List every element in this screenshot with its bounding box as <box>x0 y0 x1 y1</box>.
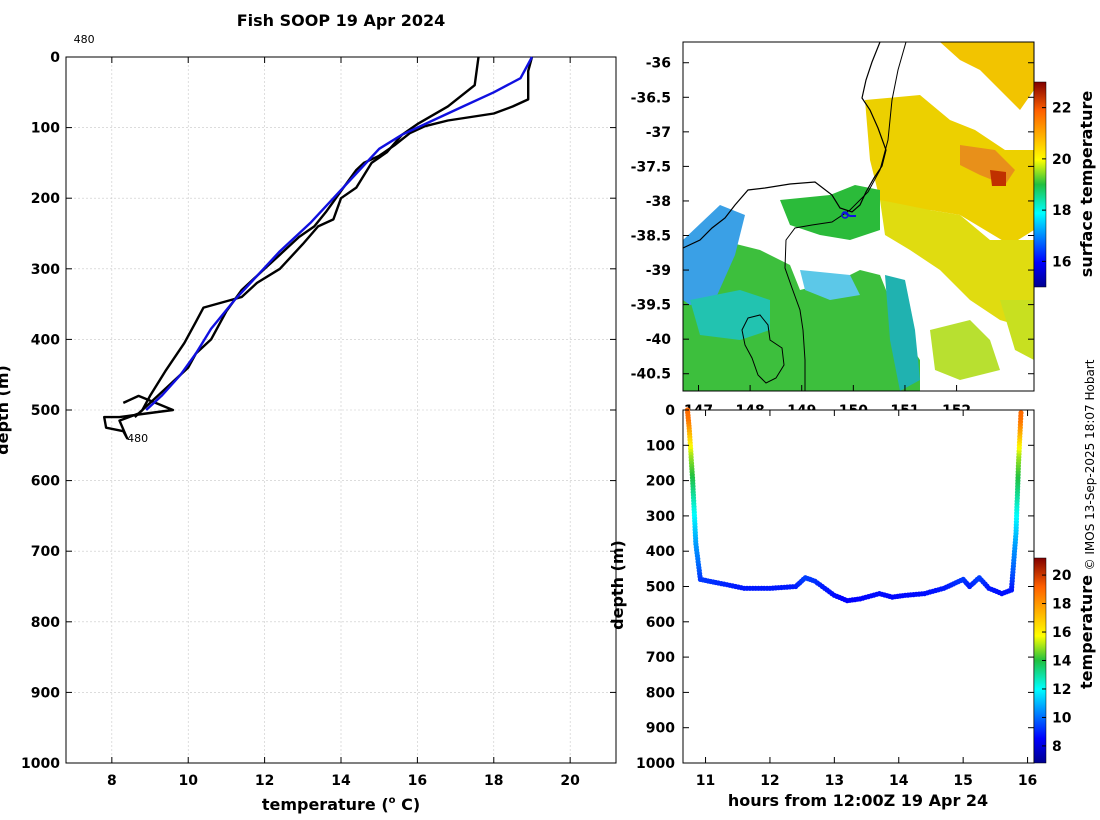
sst-map-panel: -36 -36.5 -37 -37.5 -38 -38.5 -39 -39.5 -40 -40.5… <box>631 41 1096 419</box>
temperature-colorbar-tick-label: 14 <box>1052 654 1072 670</box>
profile-ticks: 8 10 12 14 16 18 20010020030040050060070080090… <box>21 50 616 789</box>
sst-field <box>683 42 1034 391</box>
profile-series <box>103 56 534 440</box>
map-ytick-label: -36 <box>646 56 671 72</box>
map-ytick-label: -40.5 <box>631 367 671 383</box>
temperature-colorbar-tick-label: 18 <box>1052 597 1071 613</box>
profile-ytick-label: 200 <box>31 191 60 207</box>
profile-annotation-top: 480 <box>74 33 95 46</box>
sst-colorbar-tick-label: 18 <box>1052 203 1071 219</box>
depth-time-ytick-label: 300 <box>646 509 675 525</box>
depth-time-ytick-label: 500 <box>646 580 675 596</box>
profile-ytick-label: 0 <box>50 50 60 66</box>
map-ytick-label: -37 <box>646 125 671 141</box>
eez-boundary <box>784 42 907 391</box>
profile-panel: 8 10 12 14 16 18 20010020030040050060070080090… <box>0 33 617 814</box>
sst-colorbar-tick-label: 16 <box>1052 254 1071 270</box>
map-ytick-label: -39.5 <box>631 298 671 314</box>
sst-patch-south <box>683 240 920 391</box>
sst-patch-cool-west <box>683 205 745 305</box>
sst-colorbar-ticks: 16 18 20 22 <box>1042 101 1072 270</box>
profile-ytick-label: 800 <box>31 615 60 631</box>
map-ytick-label: -39 <box>646 263 671 279</box>
profile-xtick-label: 8 <box>107 773 117 789</box>
imos-credit: © IMOS 13-Sep-2025 18:07 Hobart <box>1083 359 1097 570</box>
profile-ytick-label: 1000 <box>21 756 60 772</box>
profile-ytick-label: 100 <box>31 121 60 137</box>
sst-colorbar-tick-label: 20 <box>1052 152 1072 168</box>
sst-colorbar <box>1033 81 1047 288</box>
sst-patch-north <box>940 42 1034 110</box>
depth-time-xtick-label: 15 <box>953 773 972 789</box>
figure-title: Fish SOOP 19 Apr 2024 <box>237 11 446 30</box>
depth-time-xlabel: hours from 12:00Z 19 Apr 24 <box>728 791 988 810</box>
sst-patch-lime <box>930 320 1000 380</box>
depth-time-ytick-label: 200 <box>646 474 675 490</box>
map-ytick-label: -38.5 <box>631 229 671 245</box>
depth-time-ytick-label: 100 <box>646 438 675 454</box>
sst-patch-east <box>880 200 1034 330</box>
depth-time-panel: 11 12 13 14 15 16 0 100 200 300 400 500 600 700 800 900… <box>608 403 1096 810</box>
sst-patch-cyan-2 <box>800 270 860 300</box>
profile-xtick-label: 12 <box>255 773 274 789</box>
temperature-colorbar-tick-label: 16 <box>1052 625 1071 641</box>
depth-time-xtick-label: 12 <box>760 773 779 789</box>
depth-time-ytick-label: 700 <box>646 650 675 666</box>
sst-patch-lime-2 <box>1000 300 1034 360</box>
depth-time-ytick-label: 0 <box>665 403 675 419</box>
ship-track-marker <box>841 211 849 219</box>
profile-series-line-1 <box>103 56 534 440</box>
profile-xtick-label: 20 <box>560 773 580 789</box>
depth-time-point <box>1018 410 1024 416</box>
map-ytick-label: -38 <box>646 194 671 210</box>
sst-patch-hot <box>990 170 1006 186</box>
profile-xtick-label: 16 <box>408 773 427 789</box>
depth-time-ylabel: depth (m) <box>608 540 627 630</box>
depth-time-xtick-label: 11 <box>696 773 715 789</box>
temperature-colorbar-tick-label: 10 <box>1052 710 1072 726</box>
coastline-mainland <box>683 42 887 249</box>
temperature-colorbar-tick-label: 12 <box>1052 682 1071 698</box>
map-ytick-label: -37.5 <box>631 159 671 175</box>
temperature-colorbar-ticks: 8 10 12 14 16 18 20 <box>1042 568 1072 755</box>
depth-time-xtick-label: 14 <box>889 773 909 789</box>
sst-patch-cyan <box>690 290 770 340</box>
map-ytick-label: -40 <box>646 332 672 348</box>
sst-colorbar-label: surface temperature <box>1077 91 1096 278</box>
temperature-colorbar-label: temperature <box>1077 575 1096 689</box>
depth-time-ytick-label: 800 <box>646 685 675 701</box>
depth-time-ytick-label: 400 <box>646 544 675 560</box>
profile-ytick-label: 500 <box>31 403 60 419</box>
profile-xtick-label: 18 <box>484 773 503 789</box>
temperature-colorbar-tick-label: 8 <box>1052 739 1062 755</box>
profile-series-line-0 <box>133 56 480 418</box>
profile-xtick-label: 10 <box>178 773 198 789</box>
depth-time-ticks: 11 12 13 14 15 16 0 100 200 300 400 500 600 700 800 900… <box>636 403 1037 789</box>
depth-time-xtick-label: 13 <box>825 773 844 789</box>
depth-time-ytick-label: 900 <box>646 721 675 737</box>
profile-grid <box>66 57 616 763</box>
coastline-island <box>741 314 785 384</box>
profile-xtick-label: 14 <box>331 773 351 789</box>
depth-time-ytick-label: 1000 <box>636 756 675 772</box>
depth-time-points <box>684 407 1024 604</box>
profile-xlabel: temperature (o C) <box>262 795 420 814</box>
map-ytick-label: -36.5 <box>631 90 671 106</box>
profile-ytick-label: 400 <box>31 332 60 348</box>
sst-colorbar-tick-label: 22 <box>1052 101 1071 117</box>
profile-annotation-bottom: 480 <box>127 432 148 445</box>
profile-ytick-label: 600 <box>31 474 60 490</box>
sst-patch-teal <box>885 275 920 391</box>
profile-series-line-2 <box>145 56 534 411</box>
ship-track <box>842 211 856 217</box>
depth-time-xtick-label: 16 <box>1018 773 1037 789</box>
depth-time-ytick-label: 600 <box>646 615 675 631</box>
profile-ytick-label: 300 <box>31 262 60 278</box>
profile-ytick-label: 900 <box>31 685 60 701</box>
profile-ylabel: depth (m) <box>0 365 12 455</box>
profile-ytick-label: 700 <box>31 544 60 560</box>
temperature-colorbar-tick-label: 20 <box>1052 568 1072 584</box>
